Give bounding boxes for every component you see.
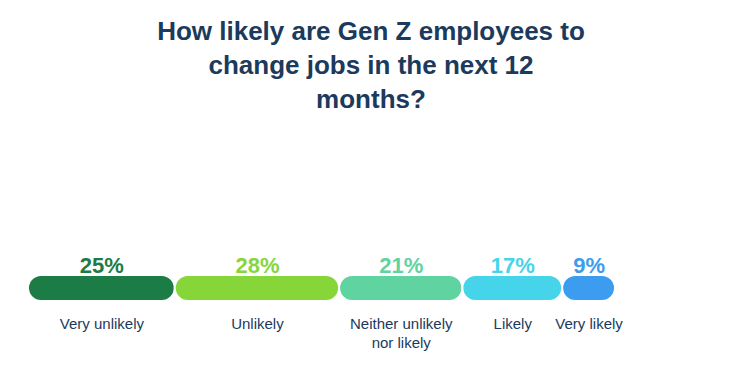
svg-text:Unlikely: Unlikely bbox=[231, 315, 284, 332]
svg-text:28%: 28% bbox=[235, 253, 279, 278]
svg-text:Likely: Likely bbox=[494, 315, 533, 332]
svg-text:25%: 25% bbox=[80, 253, 124, 278]
svg-text:17%: 17% bbox=[491, 253, 535, 278]
svg-text:21%: 21% bbox=[379, 253, 423, 278]
svg-text:Very unlikely: Very unlikely bbox=[60, 315, 145, 332]
html-text:How likely are Gen Z employees: How likely are Gen Z employees to change… bbox=[157, 16, 585, 114]
svg-text:9%: 9% bbox=[573, 253, 605, 278]
svg-text:Very likely: Very likely bbox=[555, 315, 623, 332]
svg-text:Neither unlikelynor likely: Neither unlikelynor likely bbox=[350, 315, 453, 351]
